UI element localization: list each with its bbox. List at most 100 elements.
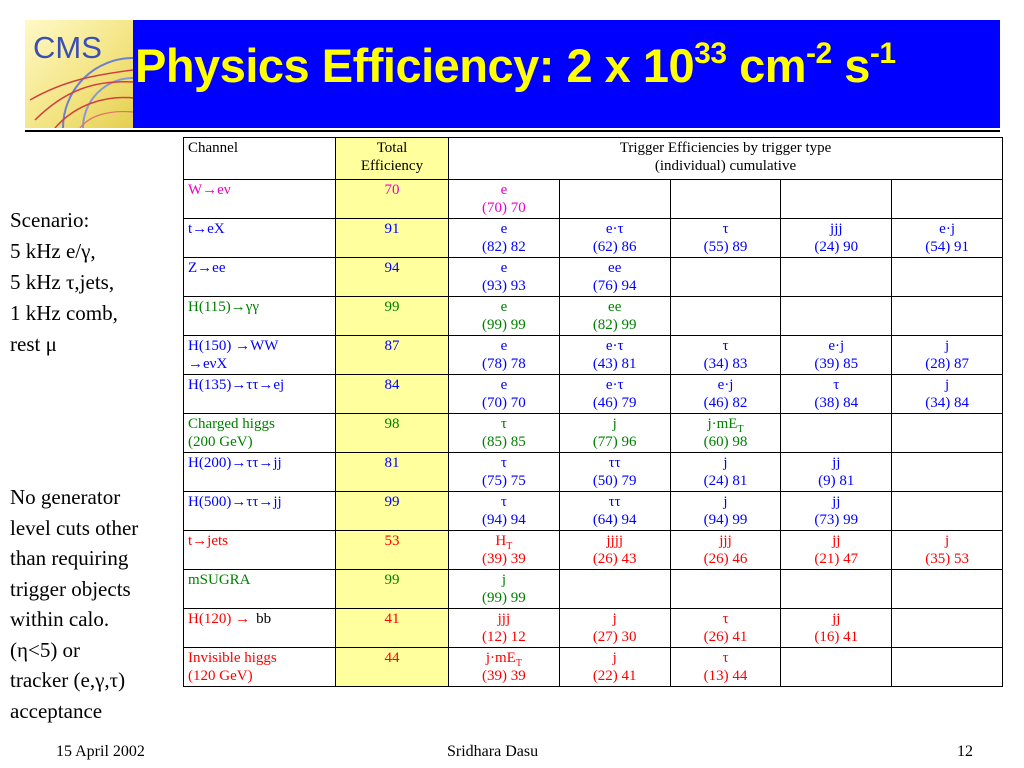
trigger-efficiency: (99) 99 <box>482 317 526 333</box>
trigger-type-label: e <box>500 338 508 354</box>
title-unit-cm: cm <box>726 39 807 92</box>
trigger-efficiency: (12) 12 <box>482 629 526 645</box>
footer-page-number: 12 <box>957 743 973 760</box>
note-line: acceptance <box>10 698 103 723</box>
trigger-efficiency: (70) 70 <box>482 200 526 216</box>
note-line: level cuts other <box>10 515 139 540</box>
trigger-cell: j (24) 81 <box>669 452 782 492</box>
trigger-type: ee <box>564 298 666 316</box>
trigger-type-subscript: T <box>506 541 513 552</box>
note-line: No generator <box>10 485 121 509</box>
trigger-type-label: τ <box>500 494 507 510</box>
table-row: mSUGRA 99 j (99) 99 <box>183 569 1003 609</box>
trigger-efficiency: (28) 87 <box>925 356 969 372</box>
trigger-type: ττ <box>564 454 666 472</box>
trigger-type: e <box>453 181 555 199</box>
channel-cell: mSUGRA <box>183 569 336 609</box>
trigger-cell: jjj (26) 46 <box>669 530 782 570</box>
trigger-type: j <box>675 454 777 472</box>
trigger-type-label: ee <box>608 260 622 276</box>
trigger-type: j <box>896 337 998 355</box>
channel-label: Z→ee <box>188 260 226 276</box>
trigger-efficiency: (73) 99 <box>814 512 859 528</box>
cms-logo: CMS <box>25 20 133 128</box>
trigger-type-label: e <box>500 299 508 315</box>
trigger-efficiency: (99) 99 <box>482 590 526 606</box>
trigger-efficiency: (94) 94 <box>482 512 526 528</box>
trigger-efficiency: (13) 44 <box>703 668 748 684</box>
trigger-type: ττ <box>564 493 666 511</box>
trigger-efficiency: (46) 79 <box>592 395 637 411</box>
trigger-efficiency: (9) 81 <box>818 473 855 489</box>
channel-cell: t→eX <box>183 218 336 258</box>
trigger-efficiency: (94) 99 <box>703 512 748 528</box>
trigger-efficiency: (39) 39 <box>482 668 526 684</box>
trigger-efficiency: (39) 85 <box>814 356 859 372</box>
trigger-type-label: e·τ <box>605 221 624 237</box>
trigger-cell: e (78) 78 <box>448 335 560 375</box>
trigger-type-label: jj <box>832 611 841 627</box>
footer-date: 15 April 2002 <box>56 743 145 760</box>
trigger-type: τ <box>453 454 555 472</box>
trigger-efficiency: (93) 93 <box>482 278 526 294</box>
trigger-cell: ee (82) 99 <box>558 296 671 336</box>
trigger-efficiency: (38) 84 <box>814 395 859 411</box>
table-row: W→eν 70 e (70) 70 <box>183 179 1003 219</box>
trigger-type: e·τ <box>564 376 666 394</box>
trigger-cell: e (70) 70 <box>448 179 560 219</box>
trigger-efficiency: (24) 81 <box>703 473 748 489</box>
trigger-type: j <box>896 532 998 550</box>
trigger-type-label: j <box>612 611 617 627</box>
trigger-type-label: j <box>612 650 617 666</box>
trigger-efficiency: (26) 41 <box>703 629 748 645</box>
title-unit-s: s <box>831 39 870 92</box>
total-efficiency-cell: 99 <box>335 491 449 531</box>
trigger-type: τ <box>785 376 887 394</box>
note-line: (η<5) or <box>10 637 81 662</box>
trigger-efficiency: (60) 98 <box>703 434 748 450</box>
table-row: Charged higgs (200 GeV) 98 τ (85) 85 j (77) 96… <box>183 413 1003 453</box>
trigger-type-label: jj <box>832 494 841 510</box>
total-efficiency-cell: 44 <box>335 647 449 687</box>
trigger-type: e·j <box>785 337 887 355</box>
trigger-efficiency: (21) 47 <box>814 551 859 567</box>
trigger-efficiency: (27) 30 <box>592 629 637 645</box>
trigger-type-label: j·mE <box>485 650 516 666</box>
trigger-type: j <box>896 376 998 394</box>
trigger-type: e·τ <box>564 220 666 238</box>
channel-label: (120 GeV) <box>188 668 253 684</box>
trigger-type: jjj <box>453 610 555 628</box>
trigger-type-label: j <box>945 533 950 549</box>
channel-label: H(135)→ττ→ej <box>188 377 285 393</box>
trigger-type-label: H <box>495 533 507 549</box>
trigger-cell: jjj (24) 90 <box>780 218 893 258</box>
channel-label: Charged higgs <box>188 416 275 432</box>
trigger-type: e·τ <box>564 337 666 355</box>
scenario-line: 5 kHz τ,jets, <box>10 270 115 294</box>
trigger-type-label: jjj <box>830 221 843 237</box>
trigger-type: e <box>453 376 555 394</box>
total-efficiency-cell: 70 <box>335 179 449 219</box>
trigger-type: j <box>453 571 555 589</box>
trigger-cell <box>891 452 1003 492</box>
total-efficiency-cell: 98 <box>335 413 449 453</box>
trigger-type: j <box>564 649 666 667</box>
trigger-cell: e·τ (62) 86 <box>558 218 671 258</box>
trigger-type: e <box>453 220 555 238</box>
channel-label: H(500)→ττ→jj <box>188 494 282 510</box>
trigger-efficiency: (76) 94 <box>592 278 637 294</box>
trigger-type-label: jj <box>832 455 841 471</box>
trigger-efficiency: (82) 82 <box>482 239 526 255</box>
table-row: t→eX 91 e (82) 82 e·τ (62) 86 τ (55) 89 jjj (24) … <box>183 218 1003 258</box>
efficiency-table: Channel Total Efficiency Trigger Efficien… <box>183 137 1003 687</box>
table-row: Z→ee 94 e (93) 93 ee (76) 94 <box>183 257 1003 297</box>
channel-cell: H(120) → bb <box>183 608 336 648</box>
trigger-cell: jjj (12) 12 <box>448 608 560 648</box>
trigger-cell: e·τ (43) 81 <box>558 335 671 375</box>
trigger-type: jj <box>785 532 887 550</box>
trigger-efficiency: (46) 82 <box>703 395 748 411</box>
cms-logo-text: CMS <box>33 30 102 65</box>
total-efficiency-cell: 99 <box>335 569 449 609</box>
channel-label: H(150) →WW <box>188 338 279 354</box>
trigger-efficiency: (39) 39 <box>482 551 526 567</box>
